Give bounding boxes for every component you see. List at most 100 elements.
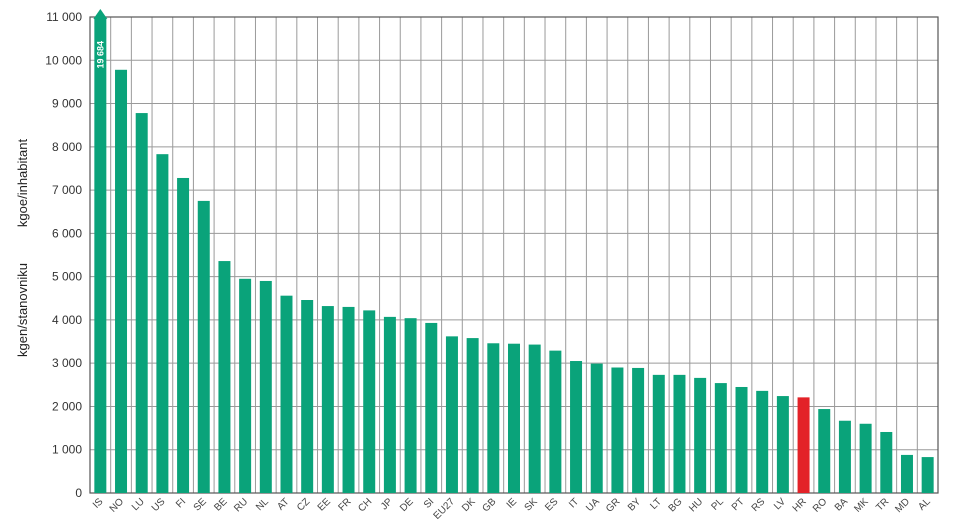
x-tick-label: IS xyxy=(91,496,106,511)
bar-us xyxy=(156,154,169,493)
x-tick-label: UA xyxy=(584,496,602,514)
x-tick-label: AT xyxy=(275,496,291,512)
y-axis-label-primary: kgen/stanovniku xyxy=(15,263,30,357)
y-tick-label: 4 000 xyxy=(52,313,82,327)
bar-at xyxy=(280,295,293,493)
x-tick-label: CZ xyxy=(295,496,312,513)
x-tick-label: ES xyxy=(543,496,560,513)
bar-gb xyxy=(487,343,500,493)
y-tick-label: 5 000 xyxy=(52,270,82,284)
bar-lu xyxy=(135,113,148,493)
bar-dk xyxy=(466,338,479,493)
x-tick-label: BG xyxy=(667,496,685,514)
bar-es xyxy=(549,350,562,493)
y-tick-label: 11 000 xyxy=(46,10,82,24)
x-tick-label: RU xyxy=(232,496,250,514)
bar-rs xyxy=(756,390,769,493)
bar-al xyxy=(921,457,934,493)
bar-ch xyxy=(363,310,376,493)
x-tick-label: MD xyxy=(893,496,912,515)
y-axis-label-secondary: kgoe/inhabitant xyxy=(15,139,30,228)
x-tick-label: EU27 xyxy=(432,496,458,522)
x-tick-label: CH xyxy=(356,496,374,514)
bar-fr xyxy=(342,306,355,493)
overflow-value-label: 19 684 xyxy=(95,41,105,69)
bar-pl xyxy=(714,383,727,493)
y-tick-label: 3 000 xyxy=(52,356,82,370)
bar-fi xyxy=(177,177,190,493)
x-tick-label: LV xyxy=(772,496,788,512)
bar-ee xyxy=(321,306,334,493)
bar-eu27 xyxy=(445,336,458,493)
bar-pt xyxy=(735,386,748,493)
bar-is xyxy=(94,17,107,493)
x-tick-label: SE xyxy=(192,496,209,513)
x-tick-label: NO xyxy=(108,496,127,515)
bar-ie xyxy=(508,343,520,493)
overflow-arrow-is xyxy=(93,9,108,19)
x-tick-label: DK xyxy=(460,496,478,514)
bar-hr xyxy=(797,397,810,493)
bar-hu xyxy=(694,377,707,493)
x-tick-label: IE xyxy=(505,496,520,511)
bar-ua xyxy=(590,363,603,493)
x-tick-label: BE xyxy=(212,496,229,513)
y-tick-labels: 0 1 000 2 000 3 000 4 000 5 000 6 000 7 000 8 00… xyxy=(45,10,82,500)
x-tick-label: AL xyxy=(916,496,933,513)
x-tick-label: TR xyxy=(874,496,891,513)
x-tick-label: LU xyxy=(130,496,147,513)
x-tick-label: US xyxy=(150,496,168,514)
grid-lines xyxy=(89,16,939,494)
bar-ro xyxy=(818,409,831,493)
y-tick-label: 10 000 xyxy=(45,53,82,67)
x-tick-label: HU xyxy=(687,496,705,514)
bar-md xyxy=(900,454,913,493)
x-tick-label: LT xyxy=(648,496,664,512)
x-tick-label: PL xyxy=(710,496,727,513)
x-tick-label: SK xyxy=(523,496,540,513)
x-tick-label: GR xyxy=(604,496,622,514)
x-tick-label: PT xyxy=(730,496,747,513)
bar-by xyxy=(632,367,645,493)
y-tick-label: 9 000 xyxy=(52,97,82,111)
bar-mk xyxy=(859,423,872,493)
bar-nl xyxy=(259,280,272,493)
y-tick-label: 0 xyxy=(75,486,82,500)
bar-lv xyxy=(776,396,789,493)
bar-se xyxy=(197,200,210,493)
x-tick-label: HR xyxy=(791,496,809,514)
x-tick-label: FR xyxy=(336,496,353,513)
bar-ru xyxy=(239,278,252,493)
bar-sk xyxy=(528,344,541,493)
bar-gr xyxy=(611,367,624,493)
bar-no xyxy=(115,69,128,493)
x-tick-label: DE xyxy=(398,496,416,514)
y-tick-label: 1 000 xyxy=(52,443,82,457)
bar-tr xyxy=(880,431,893,493)
x-tick-label: NL xyxy=(254,496,271,513)
x-tick-label: SI xyxy=(422,496,436,510)
y-tick-label: 7 000 xyxy=(52,183,82,197)
bar-ba xyxy=(838,420,851,493)
bar-de xyxy=(404,318,417,493)
x-tick-label: MK xyxy=(852,496,871,515)
bar-si xyxy=(425,322,438,493)
bar-lt xyxy=(652,374,665,493)
y-tick-label: 8 000 xyxy=(52,140,82,154)
x-tick-label: BY xyxy=(626,496,643,513)
x-tick-label: JP xyxy=(379,496,395,512)
x-tick-label: GB xyxy=(480,496,498,514)
x-tick-label: EE xyxy=(316,496,333,513)
x-tick-label: IT xyxy=(567,496,581,510)
bar-bg xyxy=(673,374,686,493)
y-tick-label: 2 000 xyxy=(52,399,82,413)
x-tick-label: RO xyxy=(811,496,830,515)
y-tick-label: 6 000 xyxy=(52,226,82,240)
x-tick-label: BA xyxy=(833,496,850,513)
bar-jp xyxy=(383,316,396,493)
x-tick-label: FI xyxy=(174,496,188,510)
bars: 19 684 xyxy=(93,9,934,493)
x-tick-label: RS xyxy=(750,496,768,514)
